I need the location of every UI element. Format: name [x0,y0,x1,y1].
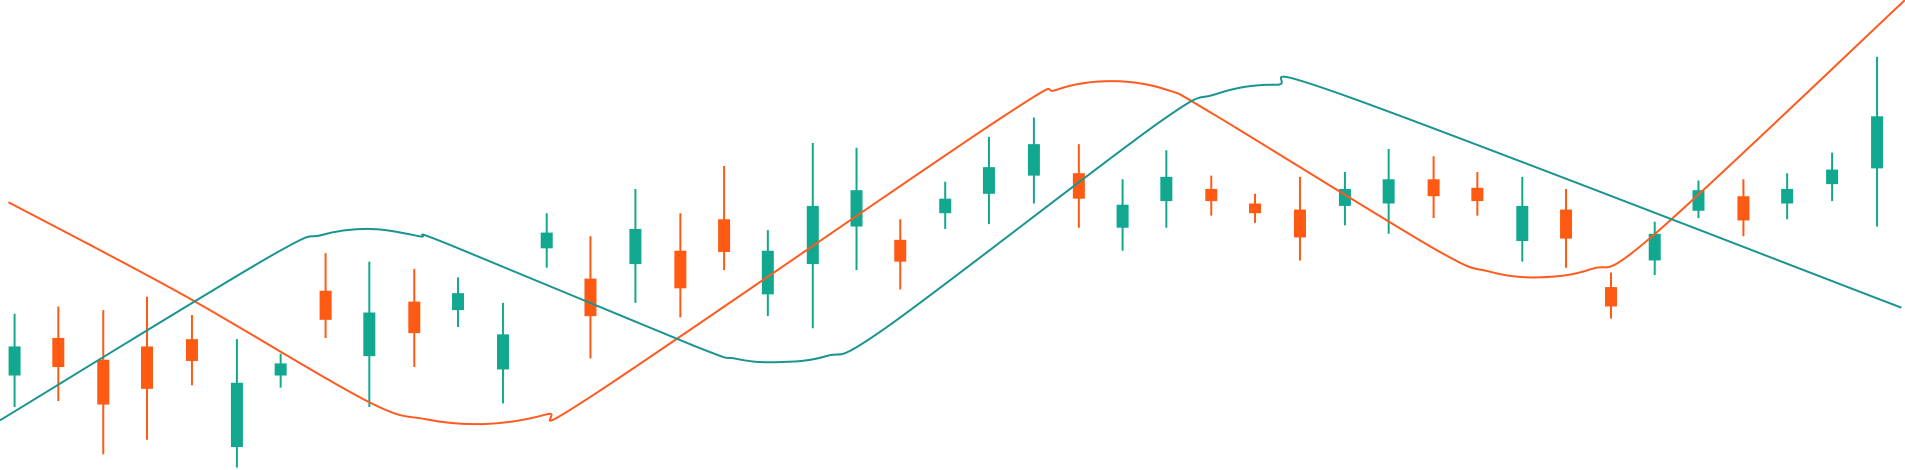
candle-body [319,290,332,320]
candle-body [1781,188,1794,204]
candle-body [806,205,819,265]
candle-body [408,301,421,334]
candle-body [584,278,597,317]
candle-body [674,250,687,289]
candle-body [1427,179,1440,197]
candle-body [1737,196,1750,221]
candle-body [141,346,154,389]
candle-body [185,339,198,361]
candle-body [629,228,642,265]
candle-body [939,198,952,214]
candle-body [1471,187,1484,202]
candle-body [1027,144,1040,176]
candle-body [274,363,287,376]
candle-body [8,346,21,376]
candle-body [1382,179,1395,204]
candle-body [496,334,509,370]
candle-body [1516,205,1529,242]
candle-body [452,293,465,311]
trend-line [0,75,1902,422]
candle-body [97,359,110,405]
candle-body [1826,169,1839,185]
trend-line [8,0,1905,426]
candle-body [761,250,774,295]
candle-body [894,239,907,262]
candle-body [540,232,553,249]
candle-body [230,382,243,447]
candle-body [1293,209,1306,238]
candle-body [982,167,995,194]
candle-body [1249,203,1262,214]
candle-body [52,337,65,368]
candle-body [1160,176,1173,202]
candle-body [1871,116,1884,169]
candle-body [1116,204,1129,228]
candle-body [1205,188,1218,202]
candle-body [1692,190,1705,211]
candle-body [363,312,376,357]
candle-body [1648,233,1661,261]
candle-body [1604,287,1617,307]
candle-body [1560,209,1573,239]
candle-body [718,219,731,252]
candle-body [850,190,863,227]
